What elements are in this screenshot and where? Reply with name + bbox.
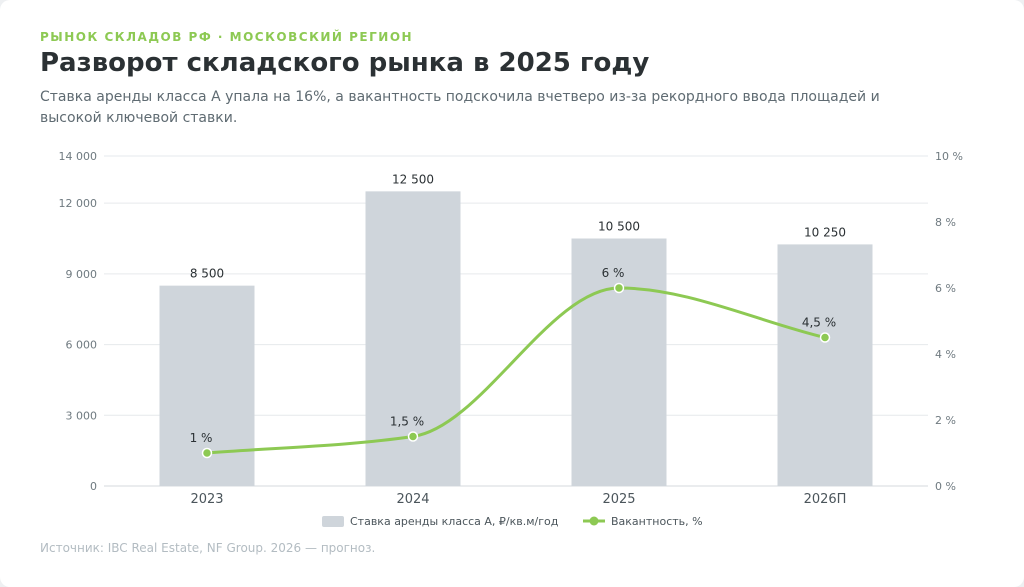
eyebrow-label: РЫНОК СКЛАДОВ РФ · МОСКОВСКИЙ РЕГИОН xyxy=(40,30,414,44)
y-left-tick-label: 3 000 xyxy=(66,409,98,422)
bar-data-label: 10 500 xyxy=(598,220,640,234)
bar-data-label: 8 500 xyxy=(190,267,224,281)
bar xyxy=(571,238,667,486)
line-data-label: 4,5 % xyxy=(802,316,836,330)
y-right-tick-label: 0 % xyxy=(935,480,956,493)
line-data-label: 1,5 % xyxy=(390,415,424,429)
bar-data-label: 12 500 xyxy=(392,172,434,186)
legend-swatch-point xyxy=(589,516,599,526)
line-data-label: 6 % xyxy=(602,266,625,280)
x-tick-label: 2023 xyxy=(190,492,223,507)
x-tick-label: 2026П xyxy=(804,492,847,507)
y-right-tick-label: 10 % xyxy=(935,150,963,163)
y-right-tick-label: 6 % xyxy=(935,282,956,295)
legend-label-rent: Ставка аренды класса А, ₽/кв.м/год xyxy=(350,515,559,528)
vacancy-point xyxy=(819,332,831,343)
chart-title: Разворот складского рынка в 2025 году xyxy=(40,48,650,78)
y-left-tick-label: 0 xyxy=(90,480,97,493)
source-note: Источник: IBC Real Estate, NF Group. 202… xyxy=(40,541,376,555)
y-right-tick-label: 2 % xyxy=(935,414,956,427)
x-tick-label: 2025 xyxy=(602,492,635,507)
y-left-tick-label: 12 000 xyxy=(59,197,98,210)
y-left-tick-label: 14 000 xyxy=(59,150,98,163)
line-data-label: 1 % xyxy=(190,431,213,445)
vacancy-point xyxy=(613,282,625,294)
vacancy-point xyxy=(201,447,213,459)
y-left-tick-label: 9 000 xyxy=(66,268,98,281)
bar xyxy=(777,244,873,486)
legend-swatch-bar xyxy=(322,516,344,527)
y-left-tick-label: 6 000 xyxy=(66,339,98,352)
vacancy-line xyxy=(205,286,827,455)
x-tick-label: 2024 xyxy=(396,492,429,507)
vacancy-point xyxy=(407,431,419,442)
chart-subtitle: Ставка аренды класса А упала на 16%, а в… xyxy=(40,89,880,126)
y-right-tick-label: 8 % xyxy=(935,216,956,229)
y-right-tick-label: 4 % xyxy=(935,348,956,361)
bar-data-label: 10 250 xyxy=(804,225,846,239)
legend-label-vacancy: Вакантность, % xyxy=(611,515,703,528)
